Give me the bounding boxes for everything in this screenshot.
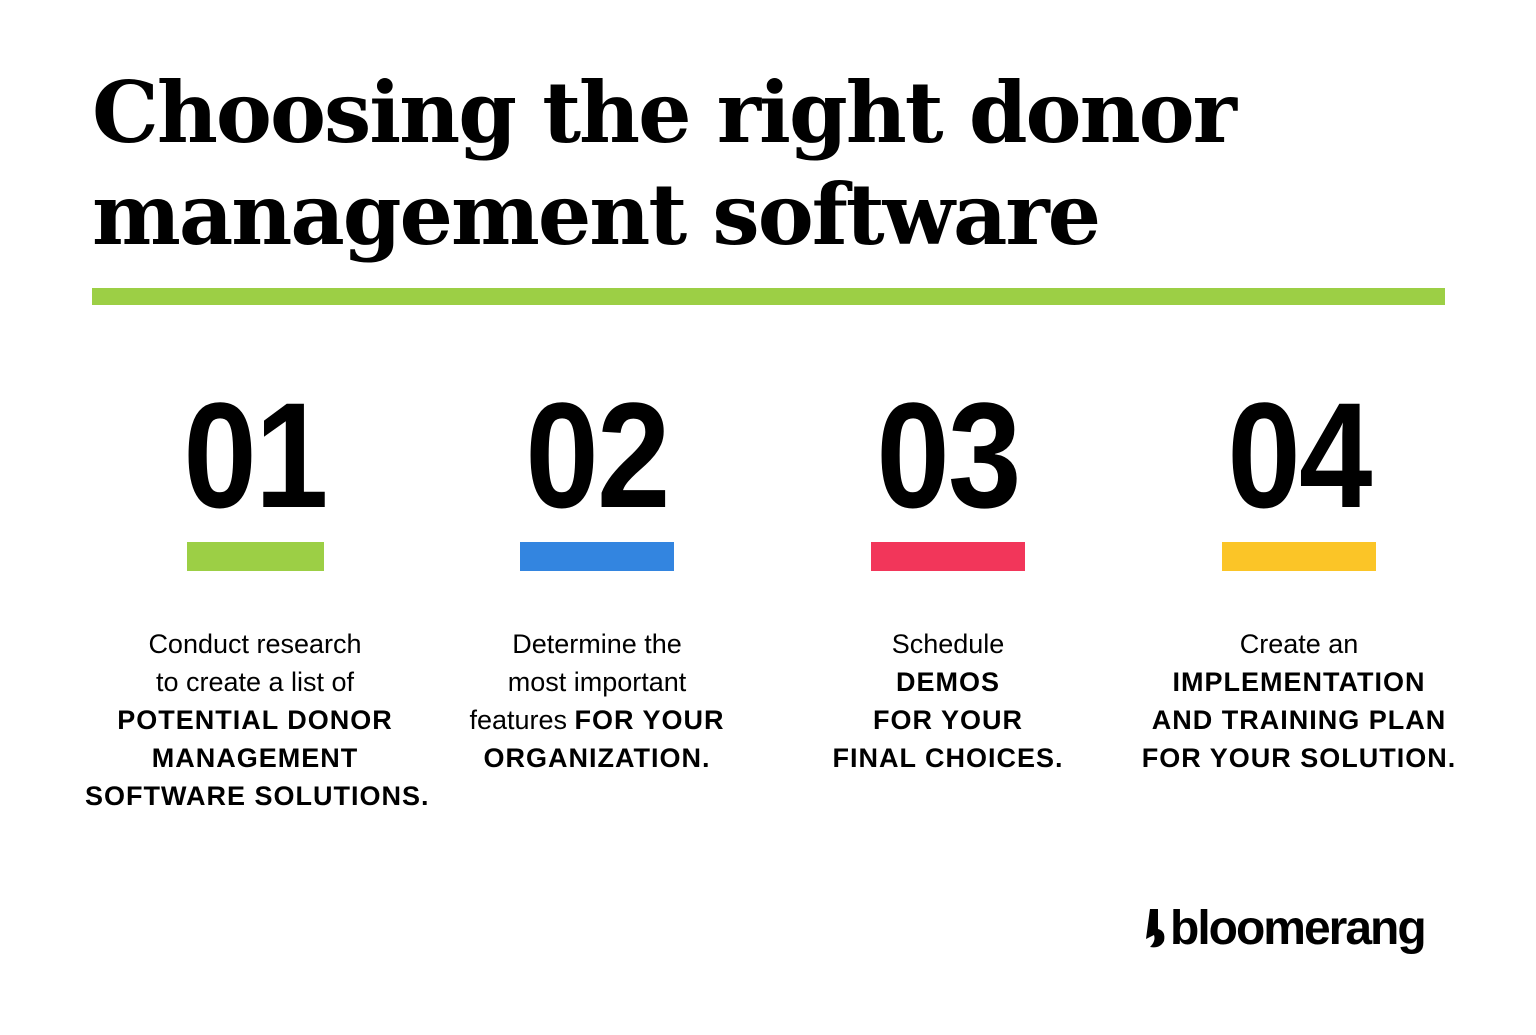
desc-text: Determine the [512,629,682,659]
bloomerang-boomerang-icon [1146,909,1165,948]
step-number: 01 [183,371,328,539]
desc-text: Conduct research [148,629,362,659]
title-divider [92,288,1445,305]
desc-bold: IMPLEMENTATION [1172,667,1426,697]
step-description: Determine the most important features FO… [427,625,767,777]
desc-text: to create a list of [155,667,355,697]
step-2: 02 Determine the most important features… [427,380,767,777]
title-line-2: management software [92,165,1101,264]
desc-bold: SOFTWARE SOLUTIONS. [85,781,430,811]
desc-bold: ORGANIZATION. [483,743,711,773]
desc-line: POTENTIAL DONOR [85,701,425,739]
desc-line: IMPLEMENTATION [1129,663,1469,701]
bloomerang-logo: bloomerang [1146,894,1446,964]
step-color-bar [520,542,674,571]
step-description: Conduct research to create a list of POT… [85,625,429,815]
desc-line: Determine the [427,625,767,663]
page-title: Choosing the right donor management soft… [92,62,1452,266]
step-number: 03 [876,371,1021,539]
step-number: 02 [525,371,670,539]
desc-line: to create a list of [85,663,425,701]
desc-bold: AND TRAINING PLAN [1151,705,1447,735]
step-color-bar [186,542,324,571]
desc-bold: POTENTIAL DONOR [117,705,393,735]
desc-bold: FOR YOUR SOLUTION. [1141,743,1457,773]
desc-line: FINAL CHOICES. [778,739,1118,777]
step-description: Schedule DEMOS FOR YOUR FINAL CHOICES. [778,625,1118,777]
step-number: 04 [1227,371,1372,539]
step-description: Create an IMPLEMENTATION AND TRAINING PL… [1129,625,1469,777]
title-line-1: Choosing the right donor [92,63,1237,162]
desc-bold: FINAL CHOICES. [832,743,1064,773]
desc-line: SOFTWARE SOLUTIONS. [85,777,429,815]
desc-text: features [469,705,575,735]
desc-line: FOR YOUR [778,701,1118,739]
desc-text: Create an [1239,629,1359,659]
desc-line: Schedule [778,625,1118,663]
desc-bold: MANAGEMENT [151,743,359,773]
desc-bold: DEMOS [895,667,1000,697]
desc-line: ORGANIZATION. [427,739,767,777]
desc-bold: FOR YOUR [872,705,1023,735]
desc-line: DEMOS [778,663,1118,701]
step-3: 03 Schedule DEMOS FOR YOUR FINAL CHOICES… [778,380,1118,777]
logo-wordmark: bloomerang [1170,902,1427,955]
desc-line: AND TRAINING PLAN [1129,701,1469,739]
desc-text: Schedule [891,629,1005,659]
desc-text: most important [507,667,687,697]
desc-line: Conduct research [85,625,425,663]
desc-line: Create an [1129,625,1469,663]
step-color-bar [871,542,1025,571]
desc-bold: FOR YOUR [574,705,725,735]
step-4: 04 Create an IMPLEMENTATION AND TRAINING… [1129,380,1469,777]
desc-line: MANAGEMENT [85,739,425,777]
step-1: 01 Conduct research to create a list of … [85,371,429,815]
desc-line: most important [427,663,767,701]
desc-line: FOR YOUR SOLUTION. [1129,739,1469,777]
step-color-bar [1222,542,1376,571]
desc-line: features FOR YOUR [427,701,767,739]
